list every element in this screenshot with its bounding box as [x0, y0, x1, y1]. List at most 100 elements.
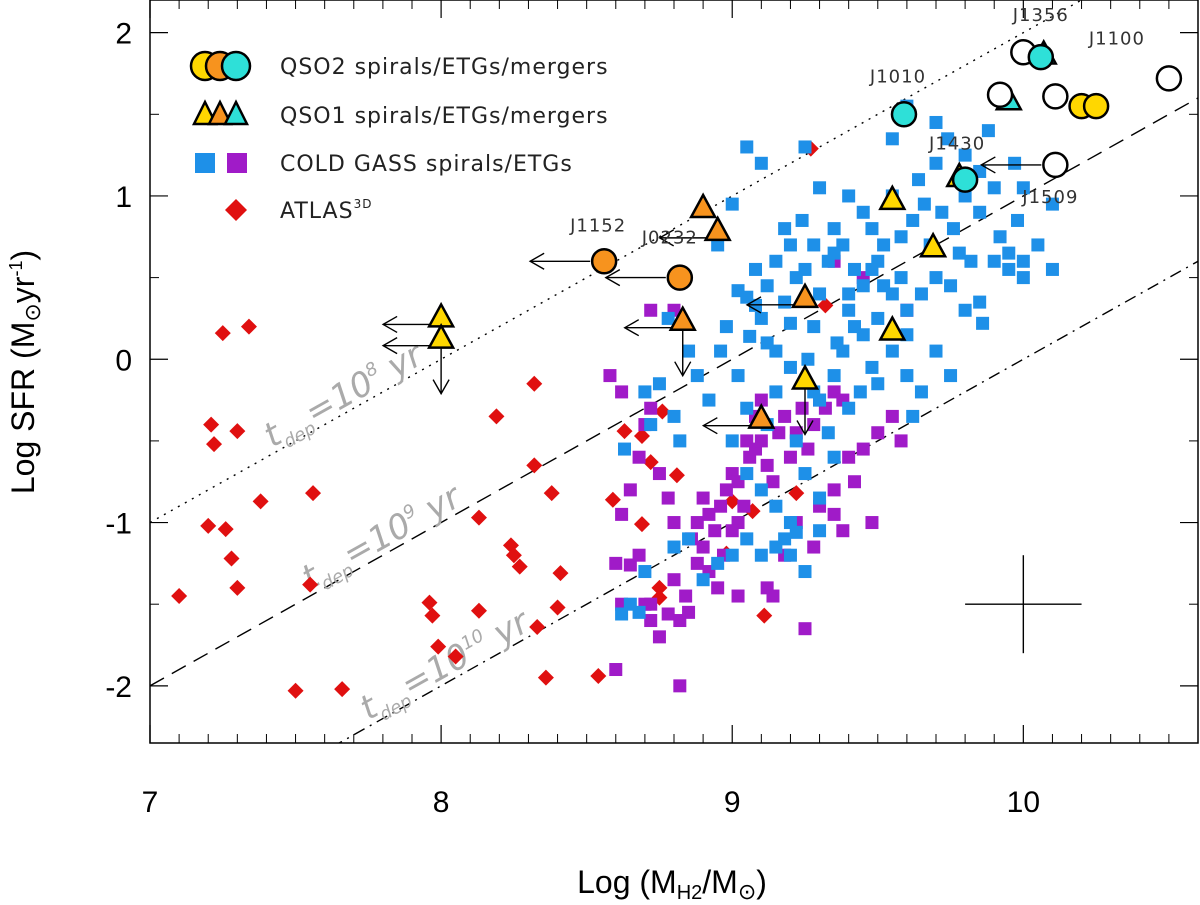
cold-gass-etg-point — [690, 556, 704, 570]
qso1-point — [703, 215, 732, 242]
cold-gass-etg-point — [644, 303, 658, 317]
atlas3d-point — [788, 485, 805, 502]
cold-gass-spiral-point — [944, 369, 958, 383]
cold-gass-spiral-point — [1008, 156, 1022, 170]
cold-gass-spiral-point — [754, 156, 768, 170]
qso1-point — [689, 192, 718, 219]
cold-gass-spiral-point — [827, 222, 841, 236]
cold-gass-spiral-point — [871, 377, 885, 391]
qso2-point — [890, 101, 918, 128]
cold-gass-spiral-point — [690, 369, 704, 383]
cold-gass-spiral-point — [1002, 246, 1016, 260]
cold-gass-etg-point — [714, 499, 728, 513]
cold-gass-spiral-point — [783, 238, 797, 252]
cold-gass-spiral-point — [644, 418, 658, 432]
qso1-point — [747, 403, 776, 429]
cold-gass-etg-point — [827, 507, 841, 521]
cold-gass-spiral-point — [795, 213, 809, 227]
cold-gass-spiral-point — [682, 532, 696, 546]
cold-gass-spiral-point — [885, 344, 899, 358]
cold-gass-spiral-point — [714, 344, 728, 358]
cold-gass-etg-point — [842, 450, 856, 464]
cold-gass-spiral-point — [935, 205, 949, 219]
cold-gass-spiral-point — [673, 434, 687, 448]
cold-gass-etg-point — [644, 597, 658, 611]
cold-gass-spiral-point — [725, 197, 739, 211]
cold-gass-etg-point — [766, 589, 780, 603]
legend-label: QSO1 spirals/ETGs/mergers — [280, 104, 609, 129]
cold-gass-spiral-point — [917, 197, 931, 211]
atlas3d-point — [505, 547, 522, 564]
atlas3d-point — [756, 607, 773, 624]
cold-gass-spiral-point — [856, 279, 870, 293]
atlas3d-point — [590, 668, 607, 685]
cold-gass-spiral-point — [973, 205, 987, 219]
cold-gass-etg-point — [696, 540, 710, 554]
cold-gass-spiral-point — [740, 401, 754, 415]
qso2-point — [986, 81, 1014, 108]
cold-gass-spiral-point — [1016, 181, 1030, 195]
atlas3d-point — [616, 423, 633, 440]
atlas3d-point — [549, 599, 566, 616]
cold-gass-spiral-point — [871, 311, 885, 325]
cold-gass-spiral-point — [798, 565, 812, 579]
x-tick-label: 10 — [1007, 786, 1040, 819]
cold-gass-etg-point — [856, 442, 870, 456]
cold-gass-etg-point — [847, 475, 861, 489]
source-labels: J1152 J0232 J1010 J1430 J1356 J1100 J1509 — [569, 5, 1144, 248]
cold-gass-etg-point — [615, 507, 629, 521]
cold-gass-spiral-point — [981, 124, 995, 138]
cold-gass-spiral-point — [740, 532, 754, 546]
atlas3d-point — [334, 681, 351, 698]
cold-gass-spiral-point — [754, 483, 768, 497]
cold-gass-etg-point — [652, 467, 666, 481]
cold-gass-etg-point — [652, 630, 666, 644]
cold-gass-spiral-point — [769, 385, 783, 399]
cold-gass-etg-point — [731, 589, 745, 603]
cold-gass-etg-point — [623, 558, 637, 572]
cold-gass-etg-point — [719, 483, 733, 497]
legend-cold-spiral-marker — [195, 153, 215, 173]
atlas3d-point — [214, 325, 231, 342]
cold-gass-spiral-point — [754, 548, 768, 562]
atlas3d-point — [604, 491, 621, 508]
atlas3d-point — [654, 403, 671, 420]
cold-gass-spiral-point — [842, 189, 856, 203]
cold-gass-spiral-point — [912, 173, 926, 187]
qso1-point — [790, 363, 820, 390]
cold-gass-etg-point — [702, 507, 716, 521]
cold-gass-spiral-point — [1011, 213, 1025, 227]
cold-gass-etg-point — [623, 483, 637, 497]
cold-gass-spiral-point — [958, 148, 972, 162]
cold-gass-spiral-point — [725, 548, 739, 562]
legend: QSO2 spirals/ETGs/mergers QSO1 spirals/ET… — [189, 50, 609, 224]
cold-gass-etg-point — [615, 385, 629, 399]
cold-gass-etg-point — [760, 458, 774, 472]
x-tick-label: 7 — [142, 786, 159, 819]
cold-gass-spiral-point — [856, 205, 870, 219]
cold-gass-spiral-point — [952, 246, 966, 260]
cold-gass-spiral-point — [894, 271, 908, 285]
legend-label: ATLAS3D — [280, 197, 372, 224]
cold-gass-spiral-point — [842, 303, 856, 317]
cold-gass-etg-point — [603, 369, 617, 383]
qso1-point — [668, 305, 697, 331]
cold-gass-spiral-point — [789, 434, 803, 448]
cold-gass-etg-point — [795, 401, 809, 415]
source-label-j1509: J1509 — [1021, 187, 1078, 208]
cold-gass-spiral-point — [865, 360, 879, 374]
cold-gass-spiral-point — [618, 442, 632, 456]
cold-gass-spiral-point — [976, 316, 990, 330]
atlas3d-point — [552, 565, 569, 582]
cold-gass-etg-point — [644, 401, 658, 415]
cold-gass-spiral-point — [754, 311, 768, 325]
upper-limit-arrowhead — [381, 315, 398, 334]
cold-gass-spiral-point — [906, 409, 920, 423]
atlas3d-point — [200, 517, 217, 534]
cold-gass-spiral-point — [914, 385, 928, 399]
x-axis-title: Log (MH2/M⊙) — [577, 864, 767, 904]
atlas3d-point — [642, 454, 659, 471]
cold-gass-spiral-point — [632, 605, 646, 619]
cold-gass-spiral-point — [987, 254, 1001, 268]
